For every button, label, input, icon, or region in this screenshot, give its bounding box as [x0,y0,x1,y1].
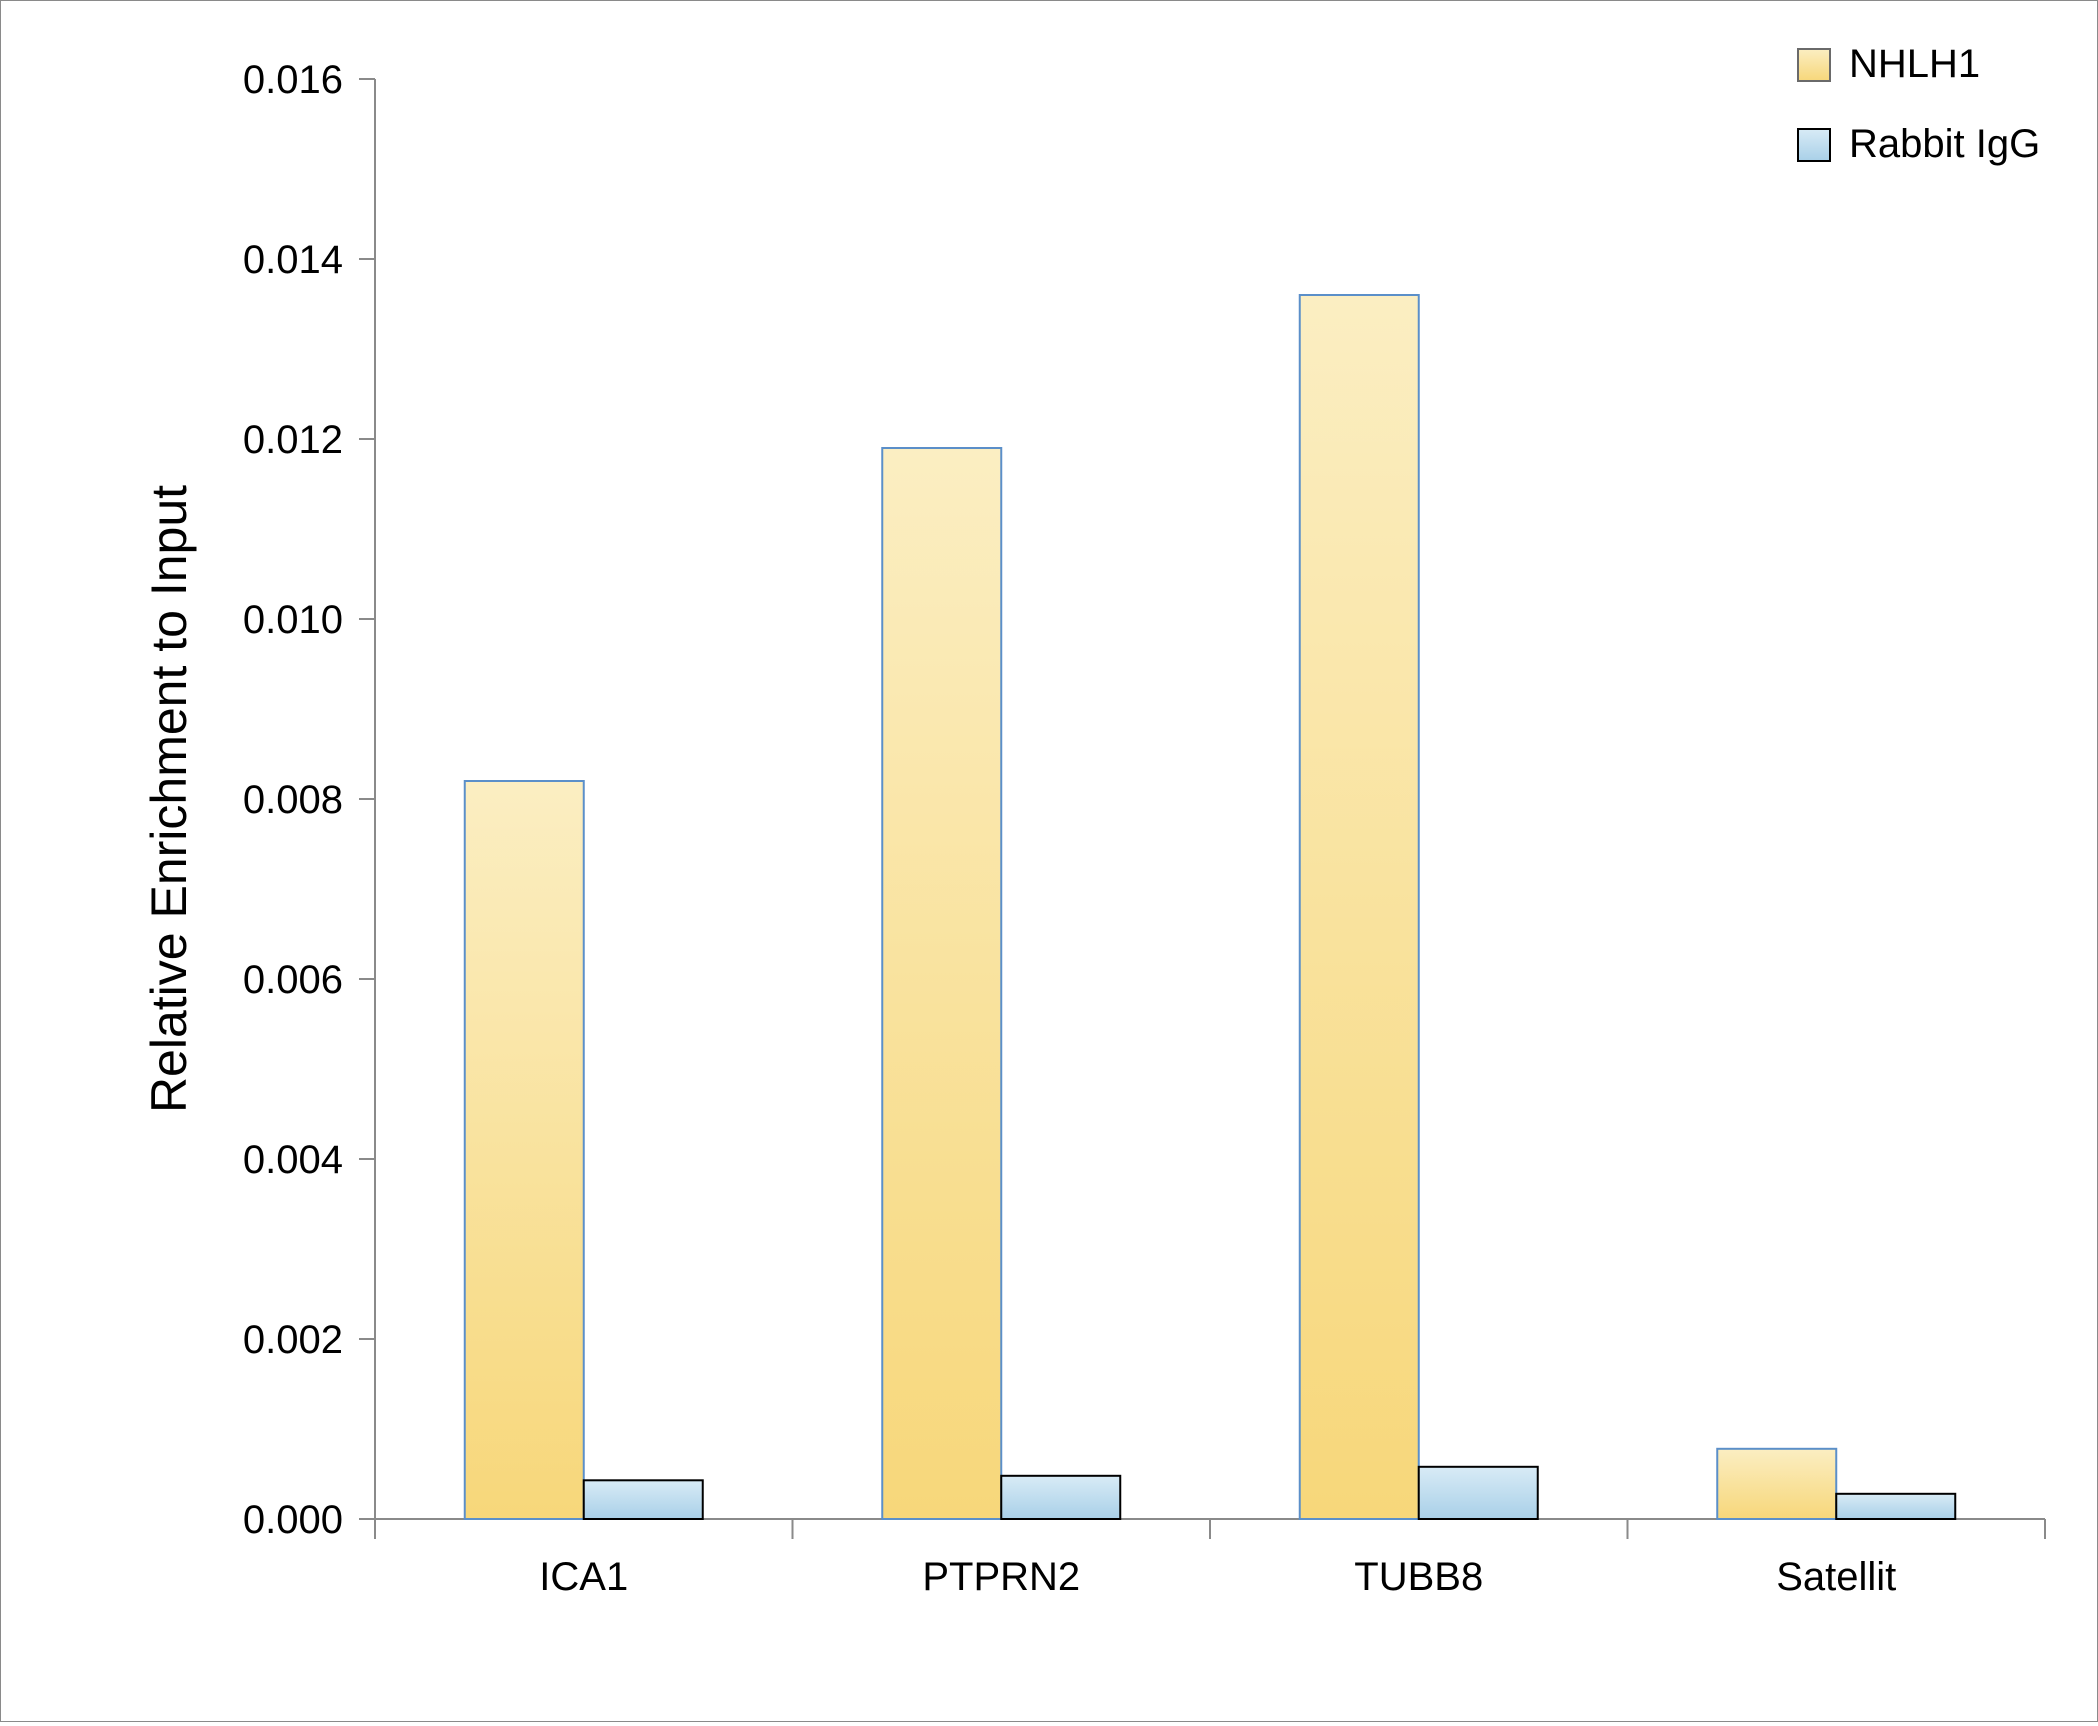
y-tick-label: 0.004 [243,1138,343,1182]
legend-label: NHLH1 [1849,42,1980,86]
x-category-label: TUBB8 [1354,1555,1483,1599]
legend: NHLH1 Rabbit IgG [1797,42,2040,166]
x-category-label: ICA1 [539,1555,628,1599]
legend-label: Rabbit IgG [1849,122,2040,166]
bar-rabbit-igg-tubb8 [1417,1465,1539,1521]
bar-nhlh1-tubb8 [1298,294,1420,1520]
bar-rabbit-igg-ica1 [582,1479,704,1521]
y-tick-label: 0.016 [243,58,343,102]
labels-group: 0.000 0.002 0.004 0.006 0.008 0.010 0.012 0.014… [243,58,1896,1599]
bar-nhlh1-satellit [1716,1447,1838,1521]
legend-swatch [1797,128,1831,162]
bar-nhlh1-ptprn2 [881,447,1003,1520]
y-tick-label: 0.008 [243,778,343,822]
y-tick-label: 0.012 [243,418,343,462]
bar-nhlh1-ica1 [463,780,585,1520]
y-tick-label: 0.000 [243,1498,343,1542]
y-tick-label: 0.014 [243,238,343,282]
y-axis-title: Relative Enrichment to Input [141,485,197,1113]
x-category-label: Satellit [1776,1555,1896,1599]
axes-group [359,78,2046,1539]
y-tick-label: 0.006 [243,958,343,1002]
bars-group [463,294,1957,1521]
bar-rabbit-igg-satellit [1835,1492,1957,1521]
legend-swatch [1797,48,1831,82]
bar-rabbit-igg-ptprn2 [1000,1474,1122,1521]
y-tick-label: 0.010 [243,598,343,642]
x-category-label: PTPRN2 [922,1555,1080,1599]
y-tick-label: 0.002 [243,1318,343,1362]
